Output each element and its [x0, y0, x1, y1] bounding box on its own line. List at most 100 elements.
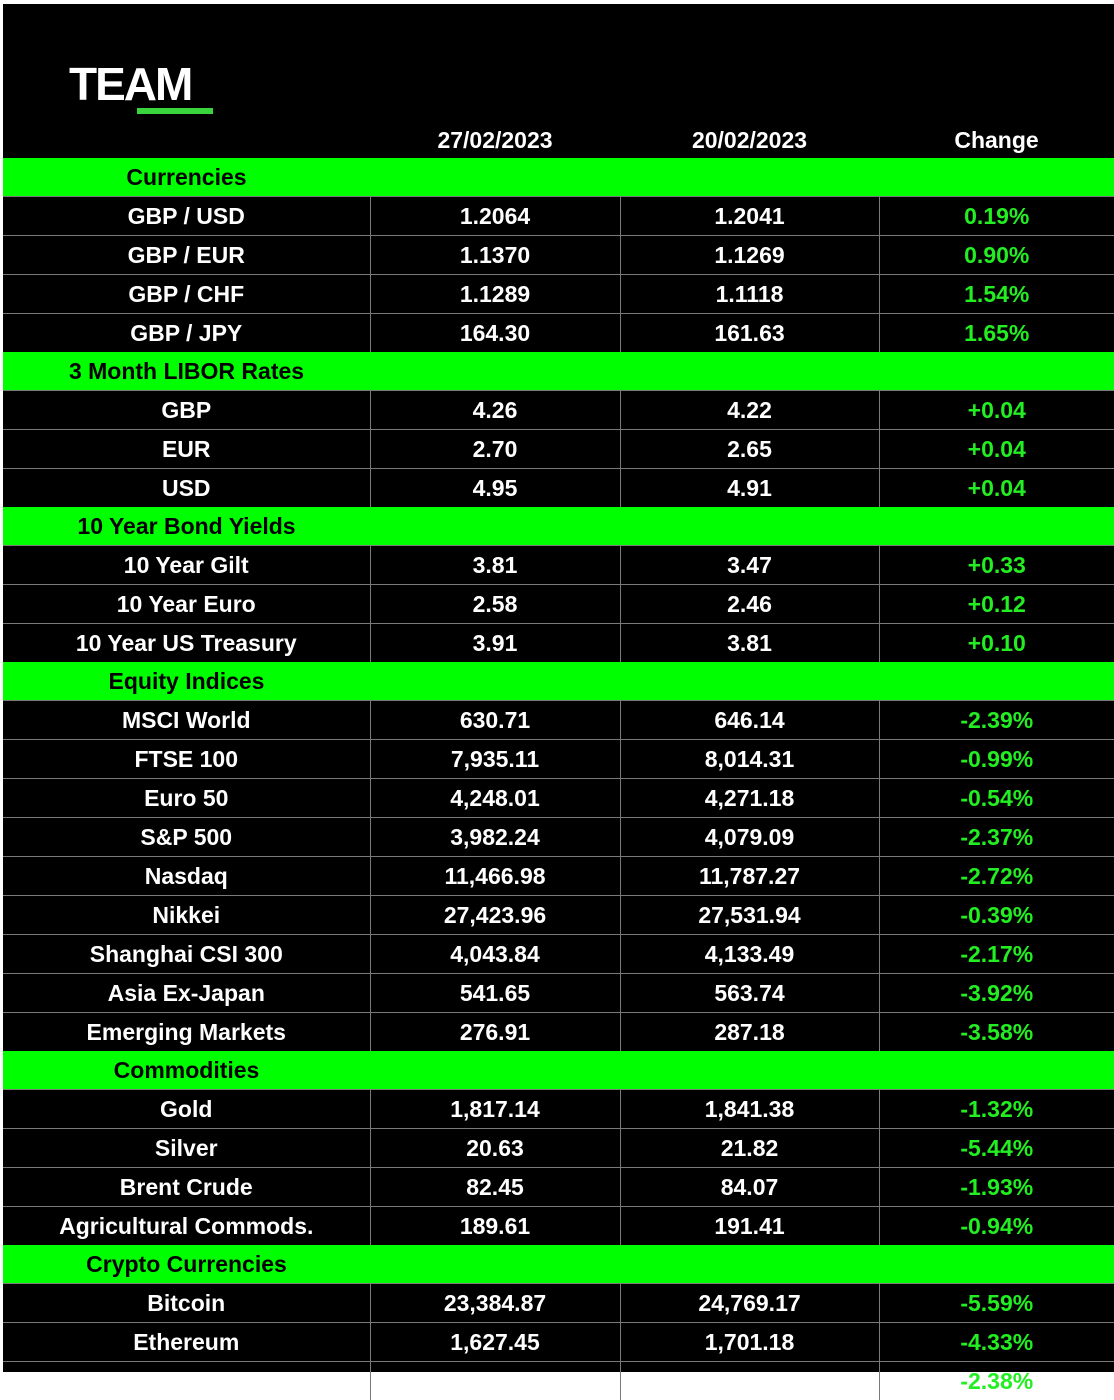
header-change: Change — [879, 122, 1114, 158]
previous-value: 21.82 — [620, 1129, 879, 1168]
previous-value: 1.1269 — [620, 236, 879, 275]
previous-value: 563.74 — [620, 974, 879, 1013]
current-value: 2.70 — [370, 430, 620, 469]
instrument-name: GBP / CHF — [3, 275, 370, 314]
instrument-name: Silver — [3, 1129, 370, 1168]
current-value: 276.91 — [370, 1013, 620, 1052]
change-value: 0.90% — [879, 236, 1114, 275]
previous-value: 1.1118 — [620, 275, 879, 314]
change-value: -0.94% — [879, 1207, 1114, 1246]
current-value: 27,423.96 — [370, 896, 620, 935]
previous-value: 646.14 — [620, 701, 879, 740]
change-value: -2.39% — [879, 701, 1114, 740]
previous-value: 95.81 — [620, 1362, 879, 1400]
change-value: -4.33% — [879, 1323, 1114, 1362]
section-title: 3 Month LIBOR Rates — [3, 353, 370, 390]
header-previous-date: 20/02/2023 — [620, 122, 879, 158]
change-value: -2.17% — [879, 935, 1114, 974]
change-value: -3.92% — [879, 974, 1114, 1013]
header-label — [3, 122, 370, 158]
current-value: 82.45 — [370, 1168, 620, 1207]
instrument-name: GBP — [3, 391, 370, 430]
instrument-name: 10 Year US Treasury — [3, 624, 370, 663]
change-value: -2.37% — [879, 818, 1114, 857]
instrument-name: Litecoin — [3, 1362, 370, 1400]
instrument-name: Bitcoin — [3, 1284, 370, 1323]
previous-value: 4,133.49 — [620, 935, 879, 974]
previous-value: 84.07 — [620, 1168, 879, 1207]
change-value: -2.38% — [879, 1362, 1114, 1400]
section-title: Equity Indices — [3, 663, 370, 700]
change-value: 0.19% — [879, 197, 1114, 236]
section-header-row: Currencies — [3, 158, 1114, 197]
previous-value: 1.2041 — [620, 197, 879, 236]
current-value: 1,817.14 — [370, 1090, 620, 1129]
current-value: 11,466.98 — [370, 857, 620, 896]
change-value: -1.93% — [879, 1168, 1114, 1207]
instrument-name: Euro 50 — [3, 779, 370, 818]
previous-value: 1,701.18 — [620, 1323, 879, 1362]
change-value: -1.32% — [879, 1090, 1114, 1129]
change-value: 1.65% — [879, 314, 1114, 353]
change-value: 1.54% — [879, 275, 1114, 314]
instrument-name: Asia Ex-Japan — [3, 974, 370, 1013]
current-value: 7,935.11 — [370, 740, 620, 779]
current-value: 164.30 — [370, 314, 620, 353]
section-title: Crypto Currencies — [3, 1246, 370, 1283]
current-value: 23,384.87 — [370, 1284, 620, 1323]
current-value: 2.58 — [370, 585, 620, 624]
section-header-row: Equity Indices — [3, 662, 1114, 701]
section-title: Commodities — [3, 1052, 370, 1089]
instrument-name: Nikkei — [3, 896, 370, 935]
previous-value: 3.47 — [620, 546, 879, 585]
logo-text: TEAM — [69, 58, 191, 110]
current-value: 4,248.01 — [370, 779, 620, 818]
previous-value: 287.18 — [620, 1013, 879, 1052]
change-value: -0.54% — [879, 779, 1114, 818]
previous-value: 3.81 — [620, 624, 879, 663]
instrument-name: Gold — [3, 1090, 370, 1129]
change-value: +0.04 — [879, 469, 1114, 508]
current-value: 1,627.45 — [370, 1323, 620, 1362]
change-value: -3.58% — [879, 1013, 1114, 1052]
previous-value: 4.22 — [620, 391, 879, 430]
previous-value: 27,531.94 — [620, 896, 879, 935]
current-value: 1.2064 — [370, 197, 620, 236]
previous-value: 11,787.27 — [620, 857, 879, 896]
previous-value: 2.46 — [620, 585, 879, 624]
instrument-name: FTSE 100 — [3, 740, 370, 779]
section-header-row: Commodities — [3, 1051, 1114, 1090]
previous-value: 24,769.17 — [620, 1284, 879, 1323]
change-value: -2.72% — [879, 857, 1114, 896]
previous-value: 4.91 — [620, 469, 879, 508]
instrument-name: 10 Year Gilt — [3, 546, 370, 585]
current-value: 3.81 — [370, 546, 620, 585]
market-summary-sheet: TEAM 27/02/2023 20/02/2023 Change Curren… — [3, 4, 1114, 1372]
change-value: -5.59% — [879, 1284, 1114, 1323]
change-value: +0.10 — [879, 624, 1114, 663]
previous-value: 191.41 — [620, 1207, 879, 1246]
previous-value: 4,271.18 — [620, 779, 879, 818]
instrument-name: Brent Crude — [3, 1168, 370, 1207]
instrument-name: Agricultural Commods. — [3, 1207, 370, 1246]
current-value: 4.26 — [370, 391, 620, 430]
instrument-name: GBP / JPY — [3, 314, 370, 353]
